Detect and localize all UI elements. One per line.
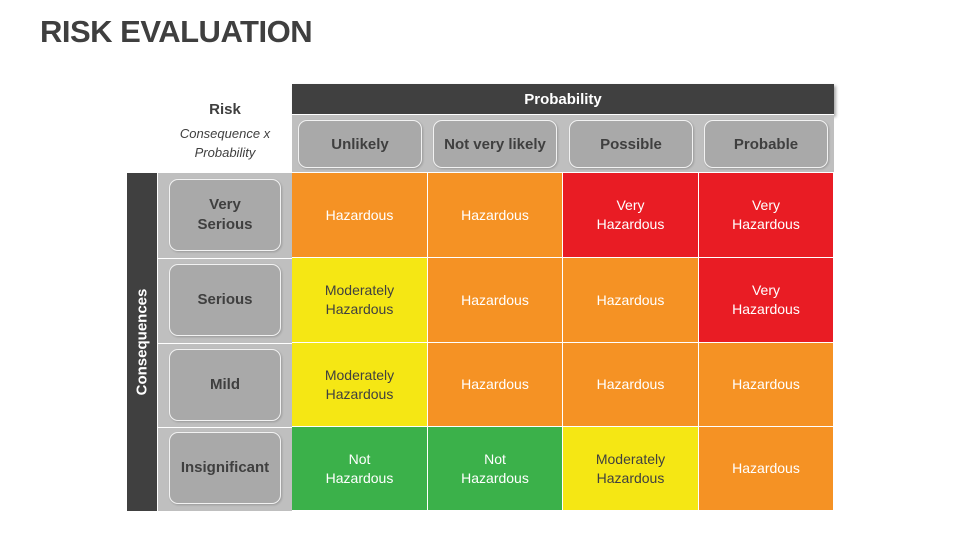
risk-legend-label: Risk Consequence x Probability <box>158 100 292 162</box>
matrix-cell: Hazardous <box>563 343 699 427</box>
matrix-cell: Very Hazardous <box>699 258 834 343</box>
column-header-not-very-likely: Not very likely <box>433 120 557 168</box>
matrix-cell: Very Hazardous <box>699 173 834 258</box>
column-header-unlikely: Unlikely <box>298 120 422 168</box>
matrix-cell: Very Hazardous <box>563 173 699 258</box>
risk-label-formula: Consequence x Probability <box>158 124 292 162</box>
matrix-cell: Hazardous <box>563 258 699 343</box>
matrix-cell: Hazardous <box>292 173 428 258</box>
matrix-cell: Moderately Hazardous <box>292 258 428 343</box>
consequences-header: Consequences <box>127 173 157 511</box>
row-divider <box>158 343 292 344</box>
row-header-mild: Mild <box>169 349 281 421</box>
risk-matrix: Hazardous Hazardous Very Hazardous Very Ha… <box>292 173 834 511</box>
row-header-insignificant: Insignificant <box>169 432 281 504</box>
probability-header: Probability <box>292 84 834 115</box>
risk-label-title: Risk <box>209 101 241 118</box>
matrix-cell: Hazardous <box>428 258 563 343</box>
row-divider <box>158 258 292 259</box>
risk-label-formula-line2: Probability <box>194 145 256 160</box>
page-title: RISK EVALUATION <box>40 14 313 49</box>
row-header-serious: Serious <box>169 264 281 336</box>
probability-columns-row: Unlikely Not very likely Possible Probab… <box>292 115 834 172</box>
column-header-possible: Possible <box>569 120 693 168</box>
consequences-label: Consequences <box>133 288 151 396</box>
consequence-rows-column: Very Serious Serious Mild Insignificant <box>158 173 292 511</box>
matrix-cell: Moderately Hazardous <box>563 427 699 511</box>
risk-label-formula-line1: Consequence x <box>179 126 271 141</box>
matrix-cell: Hazardous <box>428 173 563 258</box>
row-header-very-serious: Very Serious <box>169 179 281 251</box>
matrix-cell: Hazardous <box>699 427 834 511</box>
row-divider <box>158 427 292 428</box>
matrix-cell: Not Hazardous <box>428 427 563 511</box>
matrix-cell: Hazardous <box>428 343 563 427</box>
matrix-cell: Moderately Hazardous <box>292 343 428 427</box>
matrix-cell: Not Hazardous <box>292 427 428 511</box>
matrix-cell: Hazardous <box>699 343 834 427</box>
column-header-probable: Probable <box>704 120 828 168</box>
